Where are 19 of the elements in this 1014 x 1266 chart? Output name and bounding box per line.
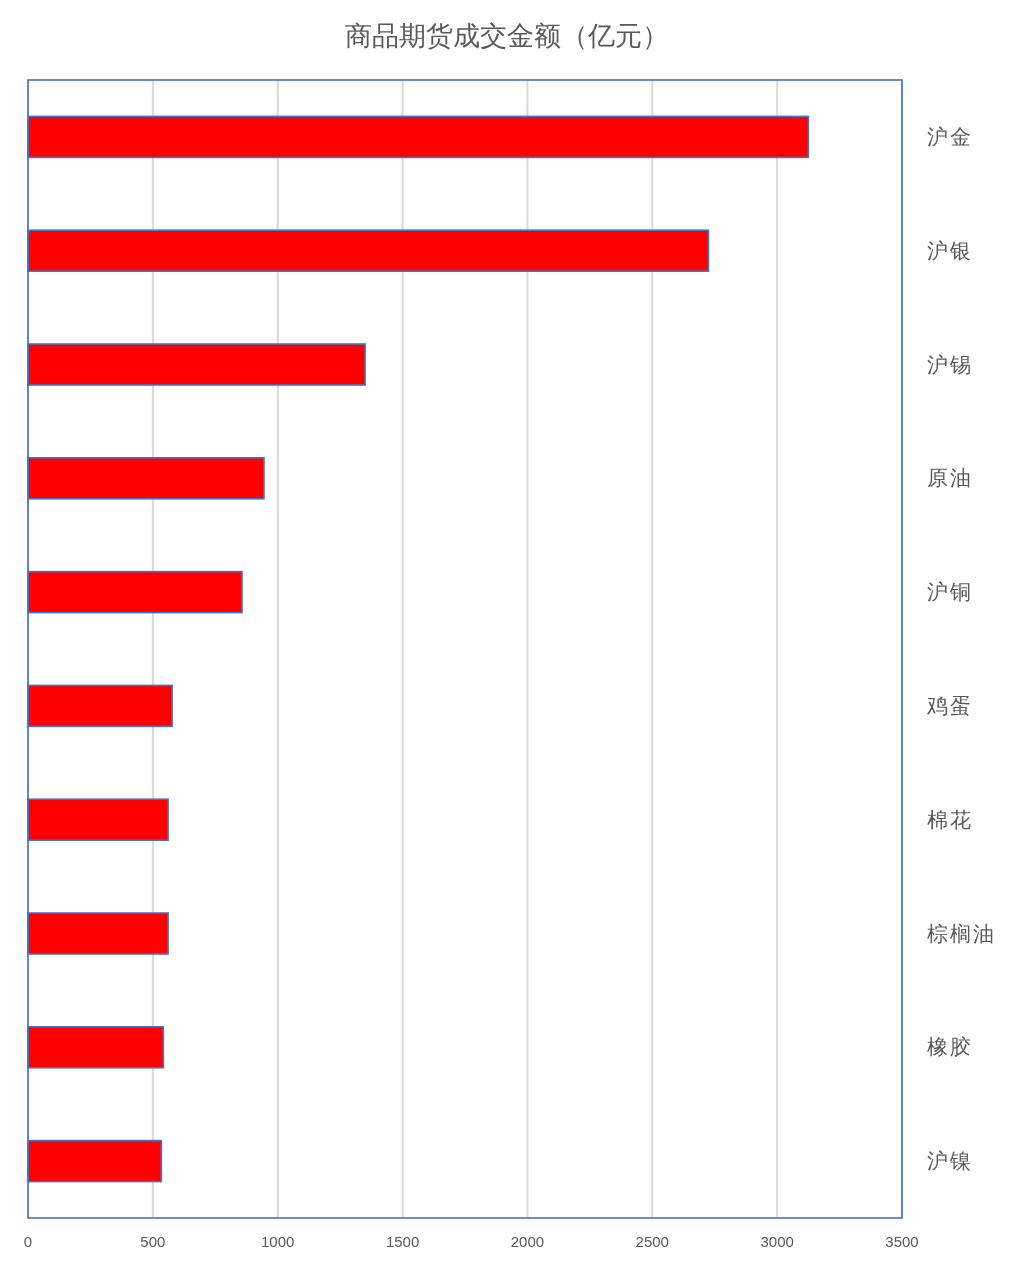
y-tick-label: 沪金 [927,124,973,149]
y-tick-label: 橡胶 [927,1035,973,1060]
y-tick-label: 原油 [927,466,973,491]
title: 商品期货成交金额（亿元） [345,21,669,51]
y-tick-label: 沪锡 [927,352,973,377]
x-tick-label: 3000 [760,1233,794,1250]
x-tick-label: 500 [140,1233,166,1250]
x-tick-label: 3500 [885,1233,919,1250]
x-tick-label: 0 [23,1233,33,1250]
x-tick-label: 1000 [261,1233,295,1250]
y-tick-label: 棉花 [927,807,973,832]
x-tick-label: 2500 [635,1233,669,1250]
y-tick-label: 沪银 [927,238,973,263]
y-tick-label: 沪铜 [927,580,973,605]
x-tick-label: 2000 [510,1233,545,1250]
x-tick-label: 1500 [385,1233,420,1250]
y-tick-label: 鸡蛋 [927,693,973,718]
y-tick-label: 棕榈油 [927,921,996,946]
y-tick-label: 沪镍 [927,1149,973,1174]
